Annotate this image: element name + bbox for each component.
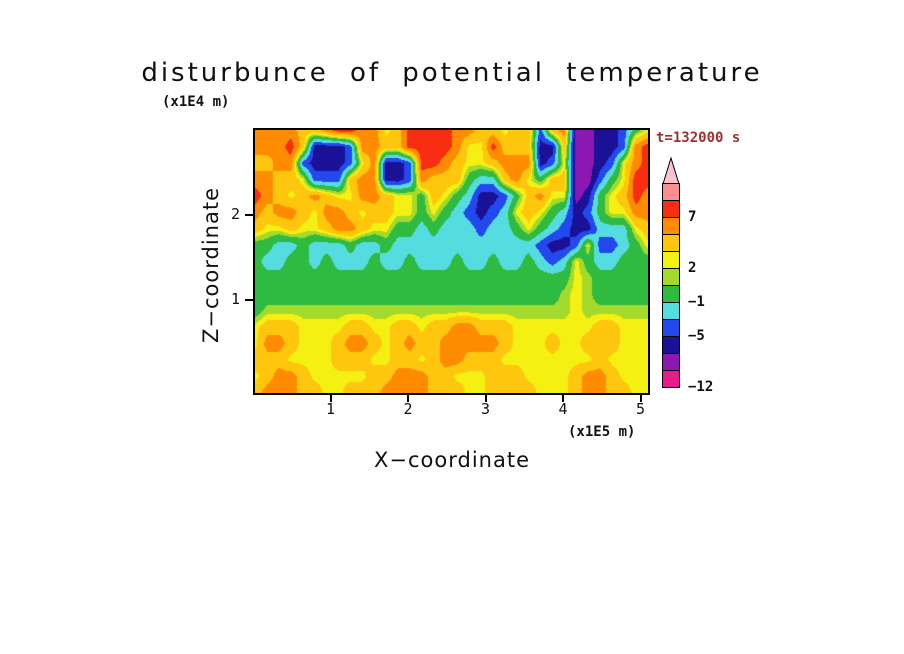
x-tick-label: 2 — [403, 400, 413, 418]
colorbar-segment — [662, 200, 680, 218]
colorbar-segment — [662, 251, 680, 269]
heatmap-canvas — [255, 130, 648, 393]
y-tick-mark — [245, 214, 253, 216]
plot-area — [253, 128, 650, 395]
chart-title: disturbunce of potential temperature — [141, 58, 763, 88]
y-axis-unit-label: (x1E4 m) — [162, 94, 230, 110]
x-tick-mark — [639, 395, 642, 402]
colorbar-arrow-icon — [662, 157, 680, 185]
colorbar — [662, 183, 680, 388]
colorbar-segment — [662, 217, 680, 235]
colorbar-tick-label: 2 — [688, 260, 697, 276]
colorbar-tick-label: 7 — [688, 209, 697, 225]
y-tick-label: 1 — [230, 290, 240, 308]
colorbar-segment — [662, 234, 680, 252]
x-axis-unit-label: (x1E5 m) — [568, 424, 636, 440]
x-tick-label: 1 — [325, 400, 336, 418]
colorbar-segment — [662, 370, 680, 388]
colorbar-tick-label: −1 — [688, 294, 705, 310]
colorbar-tick-label: −12 — [688, 379, 714, 395]
x-tick-mark — [407, 395, 409, 402]
x-tick-mark — [329, 395, 332, 402]
y-tick-mark — [245, 299, 253, 301]
x-tick-label: 3 — [480, 400, 491, 418]
y-tick-label: 2 — [230, 205, 240, 223]
colorbar-segment — [662, 183, 680, 201]
x-tick-label: 5 — [635, 400, 646, 418]
time-label: t=132000 s — [656, 130, 741, 146]
x-axis-label: X−coordinate — [374, 448, 530, 472]
colorbar-segment — [662, 285, 680, 303]
colorbar-segment — [662, 268, 680, 286]
x-tick-label: 4 — [558, 400, 568, 418]
colorbar-segment — [662, 336, 680, 354]
y-axis-label: Z−coordinate — [199, 187, 223, 343]
colorbar-segment — [662, 302, 680, 320]
x-tick-mark — [484, 395, 487, 402]
colorbar-segment — [662, 353, 680, 371]
colorbar-segment — [662, 319, 680, 337]
x-tick-mark — [562, 395, 564, 402]
colorbar-tick-label: −5 — [688, 328, 705, 344]
